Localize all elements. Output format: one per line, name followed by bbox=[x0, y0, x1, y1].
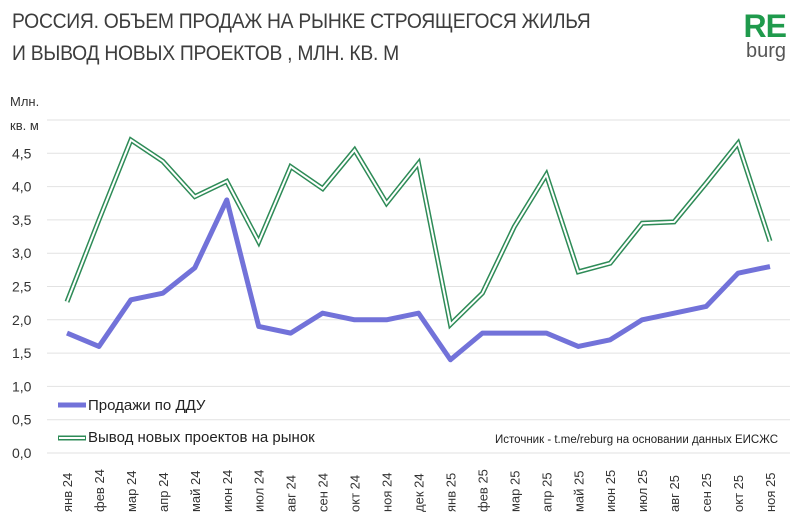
x-tick-label: авг 25 bbox=[667, 475, 682, 512]
y-axis-label-line1: Млн. bbox=[10, 94, 40, 109]
x-tick-label: апр 25 bbox=[539, 472, 554, 512]
x-tick-label: янв 25 bbox=[443, 473, 458, 512]
logo-burg: burg bbox=[745, 40, 786, 62]
x-tick-label: сен 25 bbox=[699, 473, 714, 512]
y-tick-label: 0,0 bbox=[12, 445, 32, 461]
y-tick-label: 2,0 bbox=[12, 312, 32, 328]
x-tick-label: фев 24 bbox=[92, 469, 107, 512]
y-tick-label: 3,5 bbox=[12, 212, 32, 228]
logo-re: RE bbox=[743, 8, 787, 44]
legend: Продажи по ДДУ Вывод новых проектов на р… bbox=[58, 397, 315, 446]
x-tick-label: окт 24 bbox=[348, 475, 363, 512]
legend-label-new-projects: Вывод новых проектов на рынок bbox=[88, 429, 315, 446]
x-tick-label: июл 25 bbox=[635, 470, 650, 512]
x-tick-label: июл 24 bbox=[252, 470, 267, 512]
x-tick-label: июн 24 bbox=[220, 470, 235, 512]
y-tick-label: 2,5 bbox=[12, 279, 32, 295]
x-tick-label: апр 24 bbox=[156, 472, 171, 512]
source-note: Источник - t.me/reburg на основании данн… bbox=[495, 434, 778, 446]
y-tick-label: 4,5 bbox=[12, 145, 32, 161]
chart-title-line1: РОССИЯ. ОБЪЕМ ПРОДАЖ НА РЫНКЕ СТРОЯЩЕГОС… bbox=[12, 10, 591, 33]
x-tick-label: мар 25 bbox=[507, 471, 522, 512]
x-tick-label: мар 24 bbox=[124, 471, 139, 512]
x-tick-label: сен 24 bbox=[316, 473, 331, 512]
x-tick-label: окт 25 bbox=[731, 475, 746, 512]
y-tick-label: 1,0 bbox=[12, 378, 32, 394]
x-tick-label: фев 25 bbox=[475, 469, 490, 512]
x-tick-label: дек 24 bbox=[412, 473, 427, 512]
x-tick-label: май 24 bbox=[188, 470, 203, 512]
y-tick-label: 1,5 bbox=[12, 345, 32, 361]
x-tick-label: авг 24 bbox=[284, 475, 299, 512]
x-tick-label: янв 24 bbox=[60, 473, 75, 512]
y-tick-label: 0,5 bbox=[12, 412, 32, 428]
x-tick-label: ноя 25 bbox=[763, 472, 778, 512]
series-line-new-projects-inner bbox=[66, 138, 771, 327]
legend-label-sales: Продажи по ДДУ bbox=[88, 397, 206, 414]
y-tick-label: 4,0 bbox=[12, 179, 32, 195]
x-tick-label: июн 25 bbox=[603, 470, 618, 512]
chart-title-line2: И ВЫВОД НОВЫХ ПРОЕКТОВ , МЛН. КВ. М bbox=[12, 42, 400, 65]
x-tick-label: ноя 24 bbox=[380, 472, 395, 512]
y-axis-label-line2: кв. м bbox=[10, 118, 39, 133]
x-tick-label: май 25 bbox=[571, 470, 586, 512]
y-tick-label: 3,0 bbox=[12, 245, 32, 261]
